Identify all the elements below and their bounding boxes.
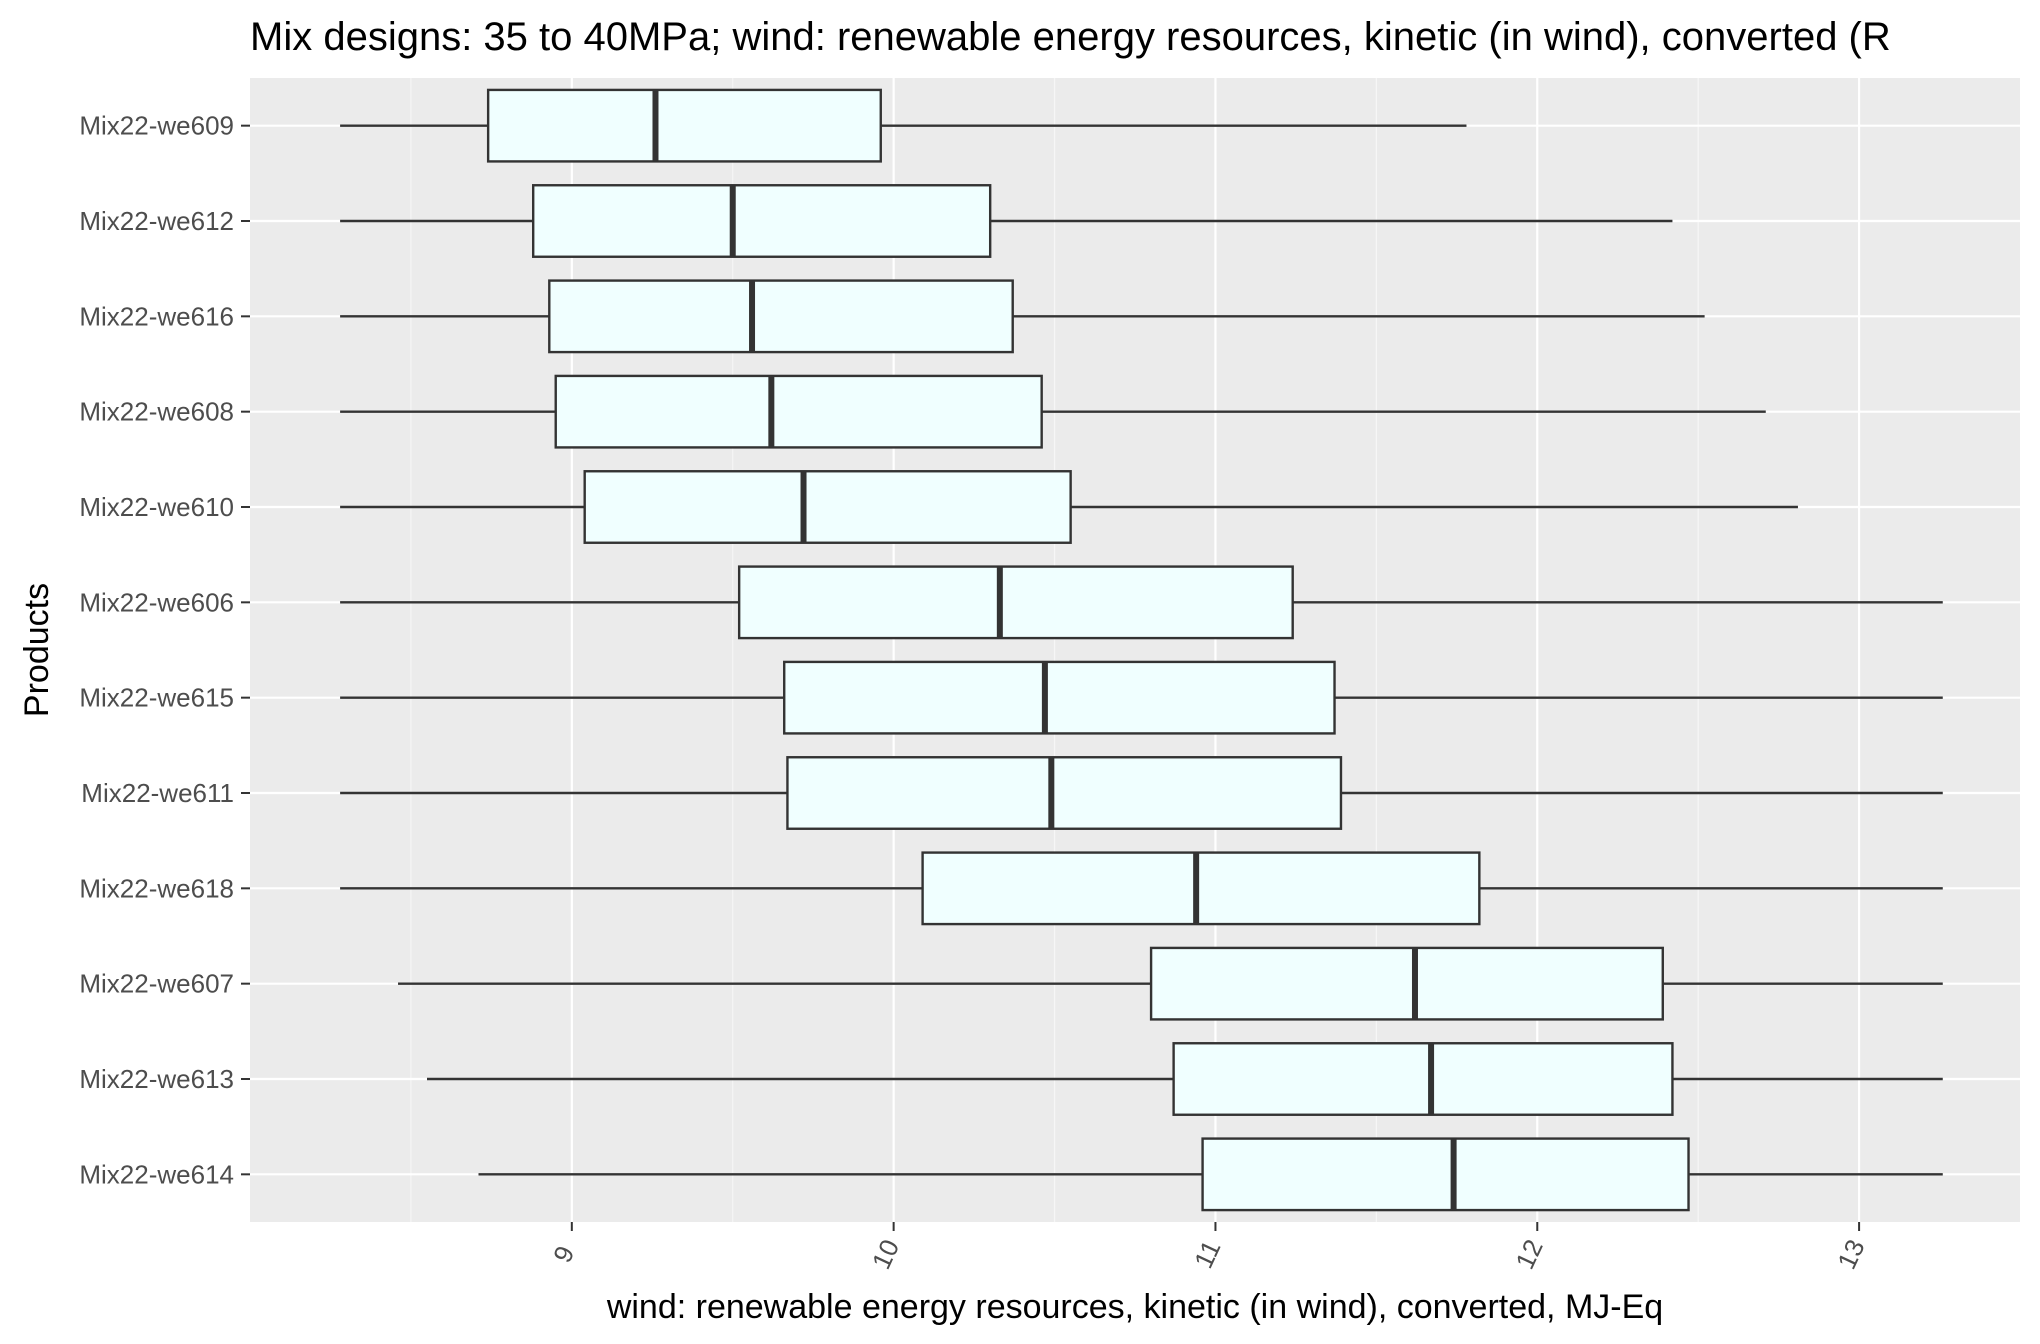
box-Mix22-we611: [340, 756, 1943, 830]
y-tick-label: Mix22-we616: [79, 301, 234, 331]
box-Mix22-we609: [340, 88, 1467, 163]
chart-title: Mix designs: 35 to 40MPa; wind: renewabl…: [250, 15, 1891, 59]
box-iqr: [1172, 1042, 1674, 1116]
box-Mix22-we618: [340, 851, 1943, 926]
y-tick-label: Mix22-we607: [79, 969, 234, 999]
box-iqr: [583, 470, 1072, 544]
box-Mix22-we613: [427, 1042, 1943, 1116]
boxes-layer: [340, 88, 1943, 1212]
y-tick-label: Mix22-we615: [79, 683, 234, 713]
box-iqr: [548, 279, 1014, 354]
y-tick-label: Mix22-we609: [79, 111, 234, 141]
box-iqr: [554, 374, 1043, 449]
y-tick-label: Mix22-we610: [79, 492, 234, 522]
x-tick-label: 13: [1831, 1235, 1870, 1274]
box-Mix22-we616: [340, 279, 1705, 354]
box-iqr: [1149, 946, 1664, 1021]
y-axis-title: Products: [18, 583, 56, 717]
box-Mix22-we614: [478, 1137, 1943, 1212]
box-Mix22-we610: [340, 470, 1798, 544]
y-tick-label: Mix22-we606: [79, 587, 234, 617]
box-iqr: [1201, 1137, 1690, 1212]
panel-background: [250, 78, 2020, 1222]
box-iqr: [783, 660, 1336, 735]
box-iqr: [737, 565, 1294, 640]
y-tick-label: Mix22-we614: [79, 1159, 234, 1189]
box-Mix22-we612: [340, 184, 1673, 258]
x-tick-label: 9: [547, 1241, 580, 1267]
box-iqr: [486, 88, 882, 163]
box-Mix22-we607: [398, 946, 1943, 1021]
box-Mix22-we608: [340, 374, 1766, 449]
box-iqr: [532, 184, 992, 258]
y-tick-label: Mix22-we613: [79, 1064, 234, 1094]
x-axis-title: wind: renewable energy resources, kineti…: [606, 1288, 1663, 1326]
x-tick-label: 10: [866, 1235, 905, 1274]
plot-panel: [250, 78, 2020, 1222]
y-tick-label: Mix22-we612: [79, 206, 234, 236]
box-iqr: [786, 756, 1343, 830]
box-Mix22-we606: [340, 565, 1943, 640]
box-iqr: [921, 851, 1481, 926]
box-Mix22-we615: [340, 660, 1943, 735]
y-tick-label: Mix22-we611: [81, 778, 234, 808]
x-tick-label: 12: [1509, 1235, 1548, 1274]
y-tick-label: Mix22-we618: [79, 873, 234, 903]
y-tick-label: Mix22-we608: [79, 397, 234, 427]
x-tick-label: 11: [1188, 1236, 1227, 1273]
